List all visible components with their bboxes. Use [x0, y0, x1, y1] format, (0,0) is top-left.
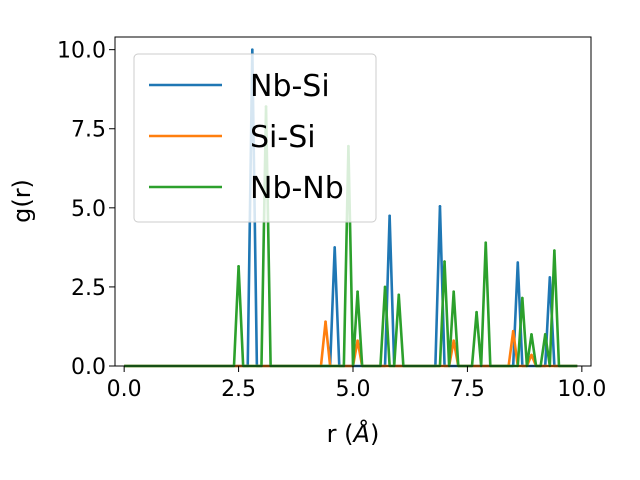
data-point: [443, 260, 446, 263]
data-point: [397, 293, 401, 297]
data-point: [324, 320, 327, 324]
legend-items: Nb-Si Si-Si Nb-Nb: [149, 69, 344, 206]
legend-label-si-si: Si-Si: [250, 120, 316, 155]
data-point: [383, 285, 387, 289]
data-point: [438, 204, 442, 208]
data-point: [548, 276, 552, 279]
data-point: [452, 290, 455, 293]
data-point: [251, 48, 254, 51]
data-point: [543, 333, 547, 336]
data-point: [333, 246, 336, 249]
ticks-layer: 0.0 2.5 5.0 7.5 10.0 0.0 2.5 5.0 7.5 10.0: [57, 39, 606, 402]
y-tick-label: 10.0: [57, 39, 106, 64]
x-tick-label: 7.5: [450, 377, 485, 402]
x-tick-label: 0.0: [107, 377, 142, 402]
data-point: [356, 339, 359, 342]
x-tick-label: 2.5: [221, 377, 256, 402]
data-point: [388, 214, 391, 218]
data-point: [356, 290, 359, 293]
legend-label-nb-si: Nb-Si: [250, 69, 330, 104]
data-point: [511, 329, 515, 333]
data-point: [521, 296, 524, 300]
data-point: [484, 241, 488, 244]
legend: Nb-Si Si-Si Nb-Nb: [133, 53, 377, 223]
data-point: [553, 249, 556, 252]
x-tick-label: 10.0: [557, 377, 606, 402]
y-tick-label: 2.5: [71, 276, 106, 301]
y-tick-label: 0.0: [71, 355, 106, 380]
legend-label-nb-nb: Nb-Nb: [250, 171, 344, 206]
series-line-si-si: [124, 320, 578, 368]
legend-box: [133, 53, 377, 223]
x-axis-label: r (Å): [327, 419, 380, 448]
data-point: [530, 333, 533, 336]
data-point: [475, 310, 478, 314]
data-point: [237, 265, 240, 268]
y-axis-label: g(r): [8, 179, 36, 223]
data-point: [530, 353, 533, 357]
data-point: [516, 261, 520, 264]
x-tick-label: 5.0: [336, 377, 371, 402]
y-tick-label: 5.0: [71, 197, 106, 222]
data-point: [452, 339, 455, 342]
y-tick-label: 7.5: [71, 118, 106, 143]
